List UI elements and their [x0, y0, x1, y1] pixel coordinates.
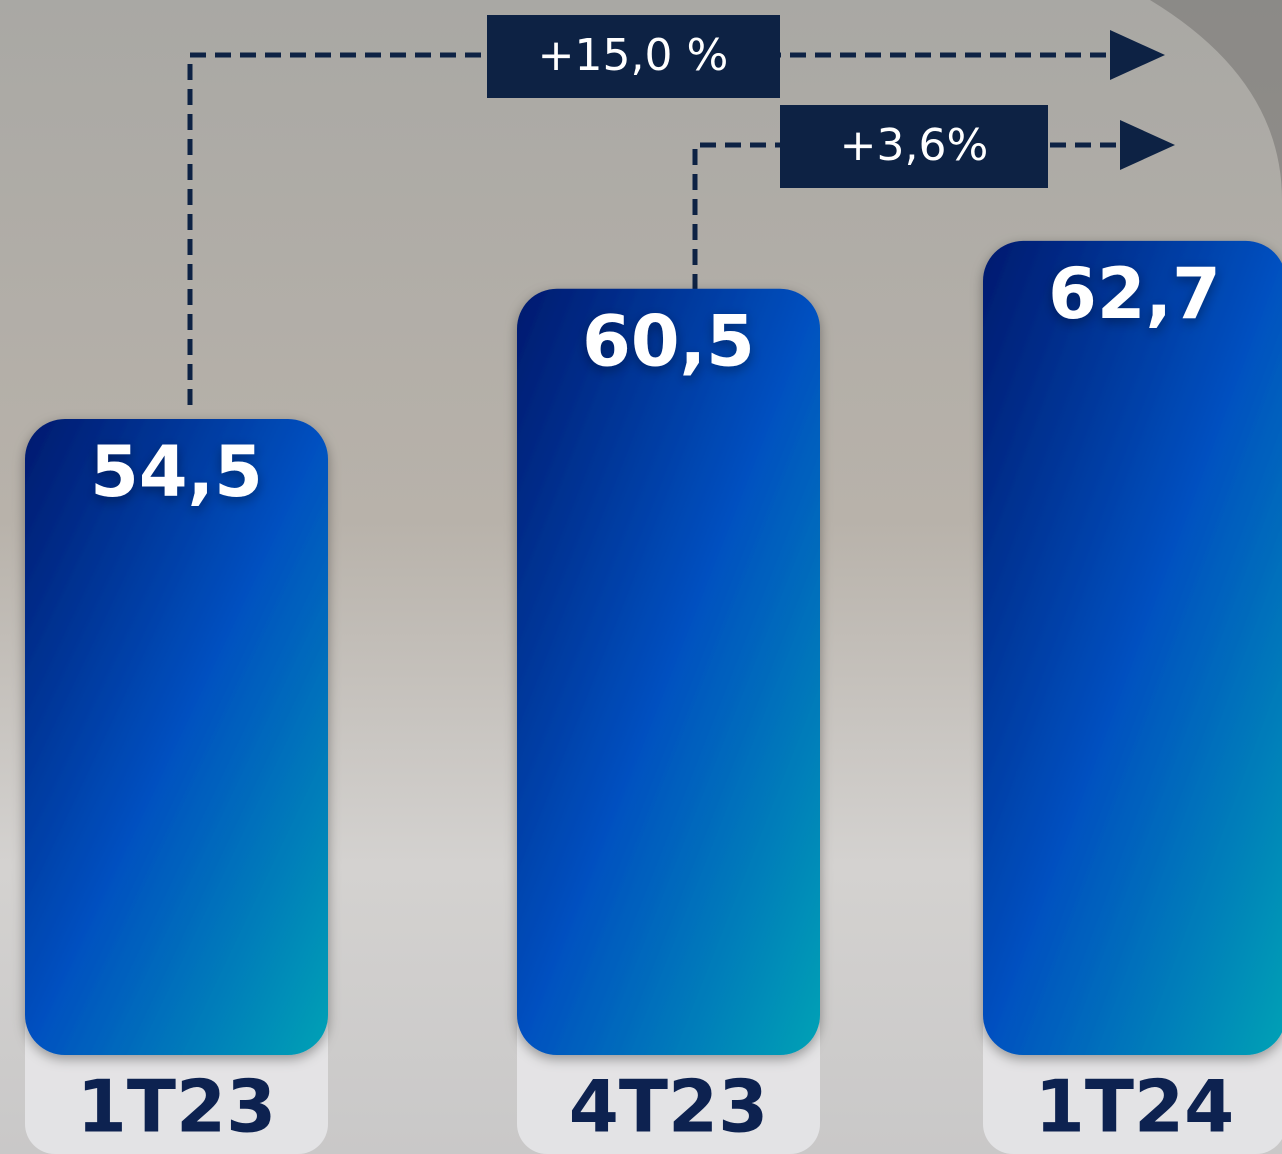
value-label: 54,5	[90, 431, 263, 513]
annotation: +3,6%	[840, 120, 989, 171]
x-tick-label: 1T24	[1035, 1065, 1234, 1149]
bar	[25, 419, 328, 1055]
bar	[517, 289, 820, 1055]
chart: +15,0 % +3,6% 54,5 1T23 60,5 4T23 62,7 1T24	[0, 0, 1282, 1154]
value-label: 62,7	[1048, 253, 1221, 335]
value-label: 60,5	[582, 301, 755, 383]
annotation: +15,0 %	[538, 30, 729, 81]
bar	[983, 241, 1282, 1055]
x-tick-label: 4T23	[569, 1065, 768, 1149]
x-tick-label: 1T23	[77, 1065, 276, 1149]
